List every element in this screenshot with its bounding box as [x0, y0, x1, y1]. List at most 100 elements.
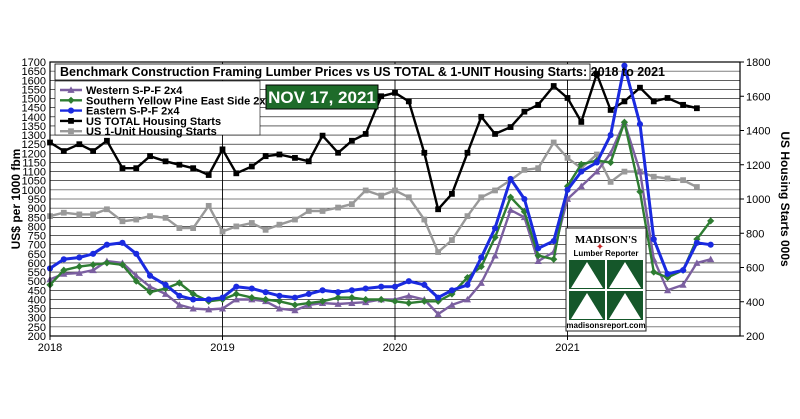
date-badge: NOV 17, 2021: [268, 88, 376, 107]
maple-leaf-icon: ✦: [596, 242, 604, 253]
legend-label: Southern Yellow Pine East Side 2x4: [86, 95, 273, 107]
data-point: [534, 252, 542, 260]
data-point: [449, 237, 455, 243]
right-tick-label: 600: [746, 263, 764, 275]
data-point: [377, 295, 385, 304]
legend-label: Eastern S-P-F 2x4: [86, 106, 180, 118]
data-point: [219, 228, 226, 235]
data-point: [507, 175, 514, 182]
data-point: [276, 221, 283, 228]
left-tick-label: 450: [28, 285, 46, 297]
data-point: [405, 292, 413, 299]
left-tick-label: 250: [28, 322, 46, 334]
data-point: [564, 155, 571, 161]
data-point: [607, 158, 615, 167]
data-point: [60, 266, 68, 274]
data-point: [89, 266, 97, 274]
right-tick-label: 1000: [746, 194, 770, 206]
logo: MADISON'S ✦ Lumber Reporter madisonsrepo…: [565, 227, 647, 332]
data-point: [621, 168, 628, 175]
data-point: [75, 269, 83, 276]
title-box: [54, 63, 591, 81]
data-point: [248, 285, 255, 292]
data-point: [507, 124, 514, 130]
right-tick-label: 400: [746, 297, 764, 309]
data-point: [362, 295, 370, 304]
data-point: [147, 213, 153, 220]
data-point: [146, 283, 154, 290]
data-point: [664, 95, 671, 101]
data-point: [189, 305, 197, 312]
data-point: [680, 267, 687, 274]
data-point: [578, 165, 585, 172]
data-point: [362, 131, 369, 137]
data-point: [378, 192, 385, 199]
x-tick-label: 2019: [210, 342, 234, 354]
data-point: [334, 294, 342, 302]
right-tick-label: 1400: [746, 126, 770, 138]
left-axis-title: US$ per 1000 fbm: [9, 149, 23, 250]
data-point: [233, 170, 240, 177]
legend-label: US 1-Unit Housing Starts: [86, 126, 217, 138]
data-point: [205, 305, 213, 313]
data-point: [189, 290, 197, 298]
data-point: [190, 165, 197, 172]
data-point: [405, 278, 412, 285]
data-point: [449, 190, 455, 197]
data-point: [693, 259, 701, 266]
data-point: [463, 273, 472, 282]
data-point: [535, 165, 542, 172]
data-point: [421, 281, 428, 288]
data-point: [693, 184, 700, 190]
left-tick-label: 850: [28, 212, 46, 224]
data-point: [305, 299, 313, 307]
data-point: [707, 255, 715, 263]
left-tick-label: 1350: [22, 121, 46, 133]
data-point: [205, 202, 212, 209]
data-point: [707, 241, 714, 248]
left-tick-label: 1000: [22, 185, 46, 197]
data-point: [593, 168, 601, 175]
legend-marker: [68, 128, 74, 135]
data-point: [577, 182, 585, 190]
data-point: [478, 113, 485, 120]
left-tick-label: 950: [28, 194, 46, 206]
data-point: [506, 206, 515, 213]
data-point: [679, 281, 687, 288]
data-point: [448, 290, 456, 298]
data-point: [90, 250, 97, 257]
data-point: [392, 187, 398, 194]
data-point: [448, 287, 455, 294]
data-point: [535, 101, 542, 108]
data-point: [477, 262, 485, 271]
data-point: [434, 310, 442, 317]
data-point: [391, 283, 399, 290]
data-point: [218, 305, 227, 312]
data-point: [262, 226, 269, 233]
data-point: [492, 131, 498, 137]
data-point: [335, 204, 341, 211]
left-tick-label: 700: [28, 240, 46, 252]
data-point: [132, 272, 140, 279]
series-line: [49, 72, 698, 211]
data-point: [76, 141, 83, 148]
data-point: [521, 195, 528, 203]
data-point: [146, 288, 154, 296]
data-point: [335, 149, 341, 156]
left-tick-label: 1600: [22, 75, 46, 87]
tree-icon: [609, 293, 641, 319]
data-point: [650, 268, 658, 276]
legend-marker: [67, 107, 75, 114]
data-point: [650, 173, 657, 180]
data-point: [233, 223, 240, 230]
data-point: [464, 281, 471, 288]
data-point: [319, 287, 326, 294]
data-point: [132, 277, 140, 285]
data-point: [146, 272, 154, 279]
data-point: [693, 239, 700, 246]
data-point: [232, 290, 240, 298]
data-point: [232, 295, 240, 303]
logo-name: MADISON'S: [575, 234, 637, 246]
data-point: [435, 294, 442, 301]
